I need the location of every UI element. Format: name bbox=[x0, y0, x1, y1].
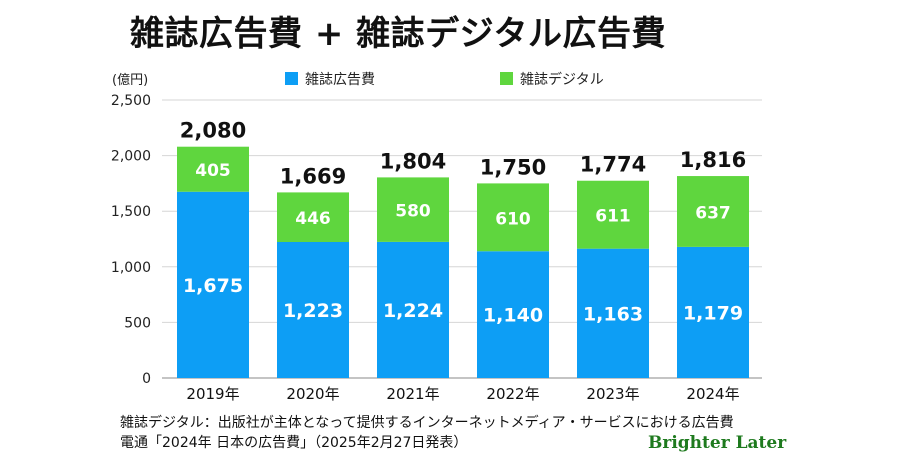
x-tick-label: 2024年 bbox=[686, 385, 739, 403]
legend-label: 雑誌デジタル bbox=[520, 71, 604, 88]
total-label: 2,080 bbox=[180, 119, 246, 143]
y-tick-label: 2,000 bbox=[111, 149, 151, 165]
y-unit-label: (億円) bbox=[112, 72, 148, 88]
bar-print bbox=[177, 191, 249, 378]
y-tick-label: 0 bbox=[142, 371, 151, 387]
bar-digital bbox=[577, 180, 649, 249]
data-label-print: 1,163 bbox=[583, 303, 643, 325]
bar-digital bbox=[177, 146, 249, 192]
y-tick-label: 500 bbox=[124, 315, 151, 331]
data-label-print: 1,223 bbox=[283, 300, 343, 322]
footnote-source: 電通「2024年 日本の広告費」（2025年2月27日発表） bbox=[120, 435, 468, 451]
data-label-print: 1,675 bbox=[183, 275, 243, 297]
data-label-digital: 405 bbox=[195, 161, 231, 181]
total-label: 1,804 bbox=[380, 149, 446, 173]
total-label: 1,669 bbox=[280, 164, 346, 188]
total-label: 1,774 bbox=[580, 153, 646, 177]
x-tick-label: 2022年 bbox=[486, 385, 539, 403]
legend-swatch bbox=[285, 72, 298, 85]
bar-digital bbox=[277, 192, 349, 243]
y-tick-label: 2,500 bbox=[111, 93, 151, 109]
bar-digital bbox=[377, 177, 449, 242]
bar-digital bbox=[477, 183, 549, 252]
total-label: 1,816 bbox=[680, 148, 746, 172]
x-tick-label: 2021年 bbox=[386, 385, 439, 403]
x-tick-label: 2019年 bbox=[186, 385, 239, 403]
chart-title: 雑誌広告費 + 雑誌デジタル広告費 bbox=[130, 14, 666, 54]
data-label-digital: 580 bbox=[395, 202, 431, 222]
data-label-digital: 637 bbox=[695, 203, 731, 223]
data-label-digital: 610 bbox=[495, 209, 531, 229]
data-label-print: 1,140 bbox=[483, 305, 543, 327]
x-tick-label: 2020年 bbox=[286, 385, 339, 403]
data-label-print: 1,224 bbox=[383, 300, 443, 322]
legend-swatch bbox=[500, 72, 513, 85]
bar-print bbox=[377, 241, 449, 378]
bar-print bbox=[577, 248, 649, 378]
data-label-digital: 611 bbox=[595, 207, 631, 227]
bar-print bbox=[677, 246, 749, 378]
total-label: 1,750 bbox=[480, 155, 546, 179]
bar-print bbox=[277, 242, 349, 378]
y-tick-label: 1,000 bbox=[111, 260, 151, 276]
x-tick-label: 2023年 bbox=[586, 385, 639, 403]
brand-logo: Brighter Later bbox=[648, 433, 787, 453]
bar-print bbox=[477, 251, 549, 378]
y-tick-label: 1,500 bbox=[111, 204, 151, 220]
data-label-digital: 446 bbox=[295, 209, 331, 229]
footnote-definition: 雑誌デジタル：出版社が主体となって提供するインターネットメディア・サービスにおけ… bbox=[120, 415, 734, 431]
bar-digital bbox=[677, 176, 749, 247]
legend-label: 雑誌広告費 bbox=[305, 72, 375, 88]
data-label-print: 1,179 bbox=[683, 302, 743, 324]
